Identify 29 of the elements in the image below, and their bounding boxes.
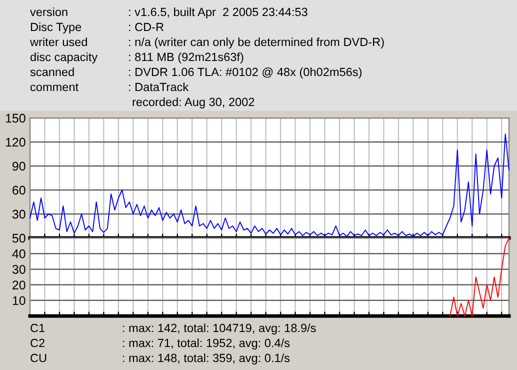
text: : DVDR 1.06 TLA: #0102 @ 48x (0h02m56s) <box>129 68 362 78</box>
text: : CD-R <box>129 22 164 32</box>
text: : max: 71, total: 1952, avg: 0.4/s <box>123 338 290 350</box>
text: : 811 MB (92m21s63f) <box>129 52 244 64</box>
text: scanned <box>30 68 74 76</box>
text: C2 <box>30 338 44 348</box>
text: : n/a (writer can only be determined from DVD-R) <box>129 38 384 48</box>
text: Disc Type <box>30 22 82 34</box>
y-tick-label: 120 <box>6 138 26 147</box>
text: recorded: Aug 30, 2002 <box>132 98 254 108</box>
y-tick-label: 30 <box>12 210 26 219</box>
text: version <box>30 8 68 16</box>
y-tick-label: 60 <box>12 186 26 195</box>
y-tick-label: 40 <box>12 249 26 258</box>
text: : max: 148, total: 359, avg: 0.1/s <box>123 353 290 365</box>
y-tick-label: 10 <box>12 296 26 306</box>
y-tick-label: 90 <box>12 162 26 171</box>
text: : max: 142, total: 104719, avg: 18.9/s <box>123 323 316 335</box>
text: CU <box>30 354 46 362</box>
text: : DataTrack <box>129 82 189 92</box>
text: C1 <box>30 324 45 332</box>
y-tick-label: 30 <box>12 265 26 274</box>
text: : v1.6.5, built Apr 2 2005 23:44:53 <box>129 8 308 18</box>
y-tick-label: 50 <box>12 234 26 243</box>
text: disc capacity <box>30 52 98 64</box>
text: writer used <box>30 38 87 46</box>
y-tick-label: 150 <box>6 114 26 123</box>
y-tick-label: 20 <box>12 280 26 290</box>
text: comment <box>30 83 78 92</box>
